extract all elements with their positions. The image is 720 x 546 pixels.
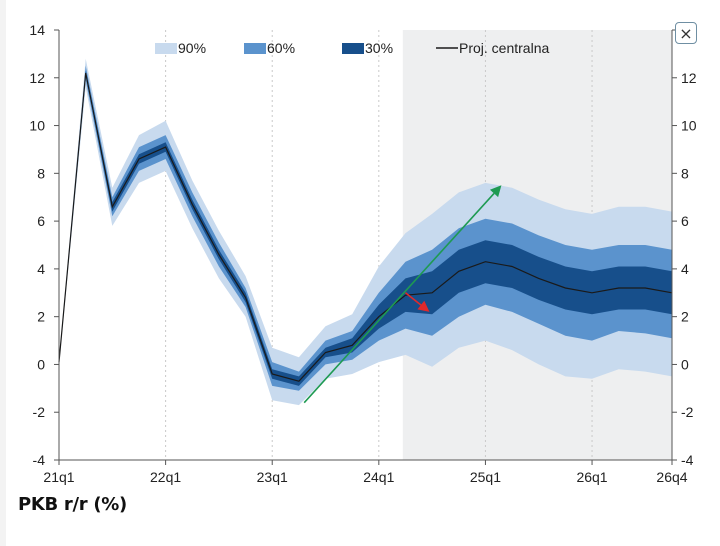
close-button[interactable]: × [675,22,697,44]
right-tick-label: 0 [681,356,689,372]
left-edge-strip [0,0,6,546]
band-90 [59,58,672,406]
chart-caption: PKB r/r (%) [18,494,127,515]
left-tick-label: 10 [29,118,45,134]
x-ticks: 21q1 22q1 23q1 24q1 25q1 26q1 26q4 [43,460,688,485]
x-tick-label-24q1: 24q1 [363,469,394,485]
axes [58,30,673,461]
legend-label-central: Proj. centralna [459,40,549,56]
left-tick-label: -4 [33,452,46,468]
confidence-bands [58,58,673,406]
central-projection-line [58,72,673,382]
right-tick-label: 2 [681,309,689,325]
left-y-ticks: -4 -2 0 2 4 6 8 10 12 14 [29,22,59,468]
x-tick-label-26q4: 26q4 [656,469,687,485]
band-30 [59,70,672,386]
legend-swatch-b60 [244,43,266,54]
annotation-arrowhead-1 [489,185,502,198]
x-tick-label-21q1: 21q1 [43,469,74,485]
annotation-arrowhead-2 [417,300,430,312]
annotation-arrow-line-2 [404,292,422,306]
legend-swatch-b30 [342,43,364,54]
right-tick-label: -4 [681,452,694,468]
left-tick-label: 2 [37,309,45,325]
band-60 [59,65,672,391]
left-tick-label: -2 [33,404,46,420]
legend-label-b30: 30% [365,40,393,56]
x-tick-label-26q1: 26q1 [576,469,607,485]
right-tick-label: 4 [681,261,689,277]
legend: 90% 60% 30% Proj. centralna [155,40,549,56]
x-tick-label-22q1: 22q1 [150,469,181,485]
left-tick-label: 8 [37,165,45,181]
x-tick-label-25q1: 25q1 [470,469,501,485]
left-tick-label: 0 [37,356,45,372]
legend-swatch-b90 [155,43,177,54]
right-tick-label: 6 [681,213,689,229]
left-tick-label: 14 [29,22,45,38]
right-tick-label: 8 [681,165,689,181]
legend-label-b60: 60% [267,40,295,56]
annotation-arrow-line-1 [303,192,495,404]
right-tick-label: 10 [681,118,697,134]
left-tick-label: 4 [37,261,45,277]
annotation-arrows [303,185,502,404]
right-tick-label: 12 [681,70,697,86]
legend-label-b90: 90% [178,40,206,56]
right-tick-label: -2 [681,404,694,420]
x-tick-label-23q1: 23q1 [257,469,288,485]
left-tick-label: 6 [37,213,45,229]
left-tick-label: 12 [29,70,45,86]
